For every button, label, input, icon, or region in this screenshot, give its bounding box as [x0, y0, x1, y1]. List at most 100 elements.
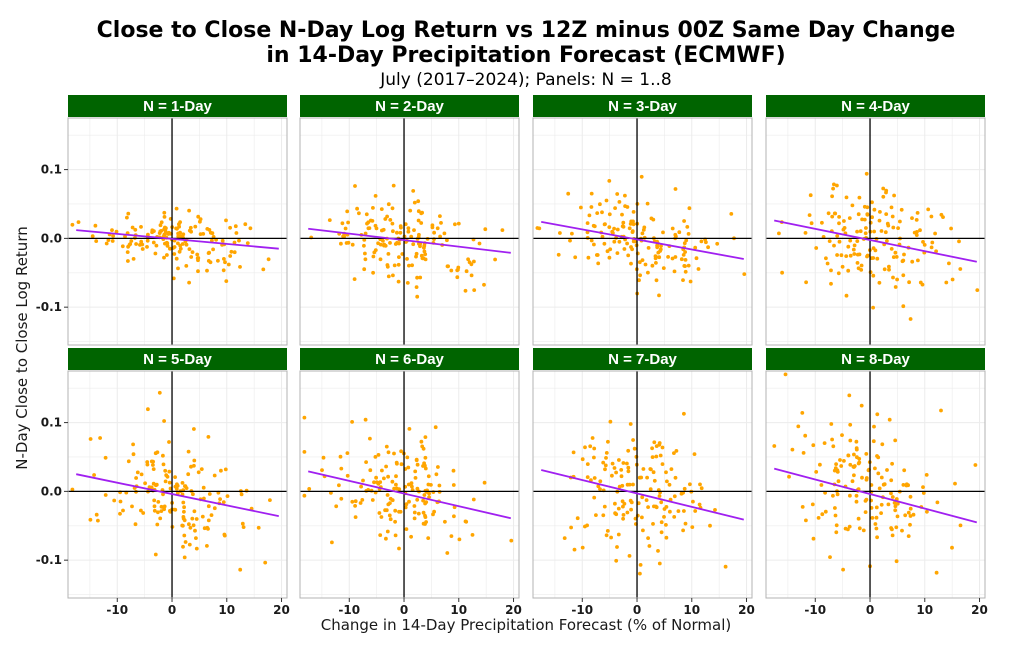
data-point — [430, 225, 435, 230]
data-point — [426, 482, 431, 487]
data-point — [659, 244, 663, 248]
data-point — [414, 457, 419, 462]
data-point — [682, 411, 686, 416]
data-point — [615, 545, 619, 549]
data-point — [162, 507, 167, 512]
data-point — [807, 213, 812, 218]
data-point — [400, 252, 405, 256]
data-point — [566, 191, 571, 196]
data-point — [865, 212, 870, 217]
data-point — [202, 496, 206, 501]
data-point — [895, 514, 900, 519]
data-point — [184, 264, 189, 268]
data-point — [823, 509, 828, 514]
data-point — [934, 249, 938, 254]
data-point — [646, 505, 650, 509]
data-point — [608, 247, 613, 252]
data-point — [596, 484, 601, 489]
data-point — [914, 233, 919, 238]
y-tick-label: 0.0 — [41, 484, 62, 498]
data-point — [819, 483, 824, 487]
data-point — [183, 484, 187, 488]
data-point — [906, 510, 911, 515]
data-point — [649, 216, 654, 221]
data-point — [165, 253, 169, 257]
data-point — [829, 281, 833, 286]
data-point — [657, 441, 662, 445]
data-point — [386, 474, 390, 479]
data-point — [704, 240, 708, 245]
data-point — [907, 280, 911, 285]
data-point — [834, 530, 839, 535]
data-point — [353, 184, 357, 188]
data-point — [844, 293, 849, 298]
data-point — [404, 527, 409, 531]
data-point — [882, 267, 887, 272]
data-point — [167, 469, 172, 474]
data-point — [407, 427, 412, 431]
data-point — [368, 468, 373, 473]
data-point — [183, 540, 188, 544]
data-point — [620, 212, 624, 217]
data-point — [848, 493, 852, 498]
data-point — [957, 239, 961, 244]
data-point — [104, 241, 109, 246]
data-point — [256, 525, 261, 530]
data-point — [921, 240, 925, 244]
data-point — [366, 220, 371, 225]
data-point — [221, 268, 226, 273]
data-point — [70, 487, 75, 492]
data-point — [439, 221, 443, 225]
data-point — [386, 274, 391, 279]
data-point — [571, 450, 576, 455]
x-tick-label: -10 — [106, 603, 128, 617]
data-point — [918, 228, 922, 233]
data-point — [617, 239, 622, 244]
data-point — [654, 261, 658, 265]
data-point — [110, 228, 114, 233]
data-point — [167, 440, 171, 444]
data-point — [921, 491, 926, 495]
data-point — [388, 517, 393, 522]
data-point — [949, 226, 953, 231]
data-point — [139, 239, 144, 244]
data-point — [669, 467, 674, 471]
data-point — [873, 466, 877, 471]
data-point — [958, 267, 963, 271]
data-point — [706, 245, 710, 250]
data-point — [364, 212, 369, 217]
data-point — [180, 481, 185, 485]
data-point — [133, 522, 138, 527]
data-point — [407, 263, 411, 268]
data-point — [477, 241, 482, 246]
data-point — [493, 257, 497, 262]
data-point — [664, 535, 669, 540]
data-point — [575, 516, 580, 521]
data-point — [232, 240, 237, 245]
data-point — [245, 241, 250, 246]
data-point — [904, 483, 909, 488]
data-point — [934, 570, 939, 575]
data-point — [875, 412, 880, 417]
data-point — [386, 252, 391, 256]
data-point — [683, 269, 688, 274]
data-point — [777, 231, 781, 236]
data-point — [405, 257, 409, 261]
data-point — [155, 450, 160, 455]
data-point — [226, 262, 231, 267]
data-point — [850, 479, 855, 484]
data-point — [419, 439, 424, 444]
data-point — [895, 277, 899, 282]
data-point — [673, 187, 678, 191]
data-point — [434, 472, 439, 477]
data-point — [159, 220, 164, 225]
data-point — [708, 523, 712, 528]
data-point — [630, 229, 635, 234]
data-point — [404, 502, 409, 507]
data-point — [583, 445, 587, 450]
data-point — [436, 465, 440, 469]
data-point — [385, 529, 390, 534]
data-point — [835, 253, 839, 257]
data-point — [409, 534, 413, 539]
data-point — [631, 482, 635, 487]
